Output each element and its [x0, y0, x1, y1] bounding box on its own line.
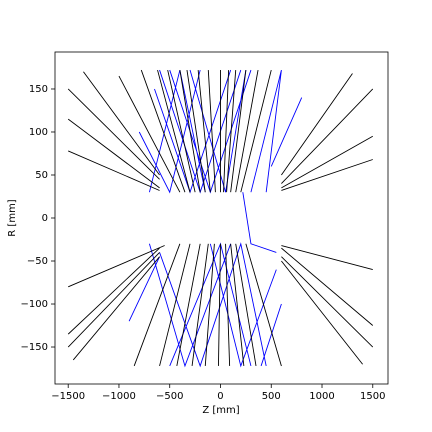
y-tick-label: 100	[29, 127, 48, 138]
x-tick-label: 1500	[360, 391, 385, 402]
x-tick-label: 500	[262, 391, 281, 402]
x-tick-label: −1500	[51, 391, 85, 402]
y-tick-label: 150	[29, 84, 48, 95]
y-tick-label: −50	[27, 256, 48, 267]
y-tick-label: 50	[35, 170, 48, 181]
x-tick-label: −500	[156, 391, 183, 402]
x-tick-label: 0	[217, 391, 223, 402]
y-axis-label: R [mm]	[7, 199, 18, 237]
track	[128, 69, 303, 368]
plot-frame	[54, 51, 389, 385]
track	[67, 69, 374, 367]
y-tick-label: −150	[21, 342, 48, 353]
y-tick-label: −100	[21, 299, 48, 310]
x-axis-label: Z [mm]	[202, 405, 239, 416]
x-tick-label: 1000	[309, 391, 334, 402]
y-tick-label: 0	[42, 213, 48, 224]
x-tick-label: −1000	[102, 391, 136, 402]
